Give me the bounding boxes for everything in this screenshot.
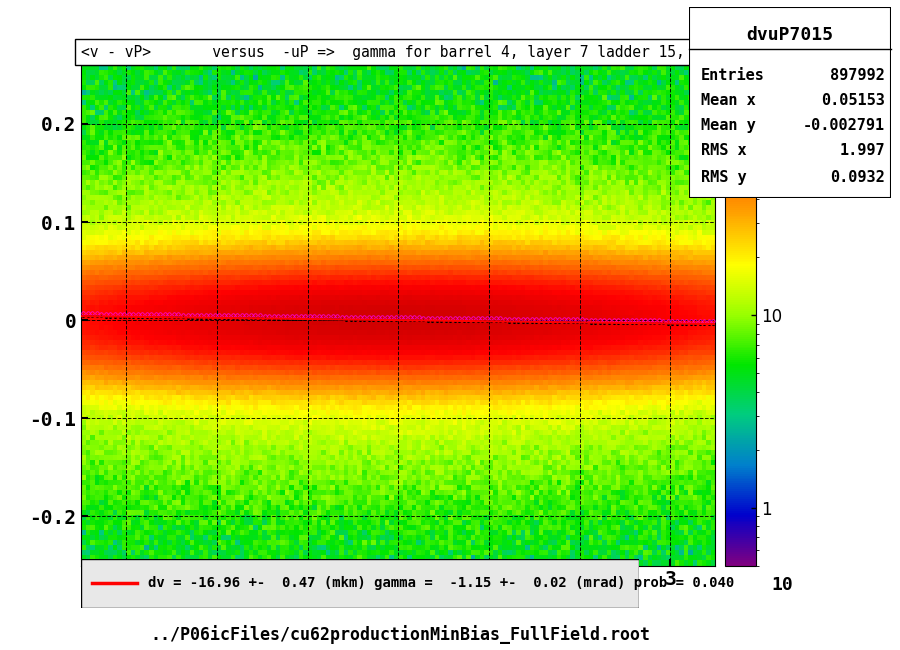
Text: <v - vP>       versus  -uP =>  gamma for barrel 4, layer 7 ladder 15, all wafers: <v - vP> versus -uP => gamma for barrel … (81, 45, 781, 60)
Text: Mean x: Mean x (700, 93, 755, 108)
Text: RMS x: RMS x (700, 143, 746, 158)
Text: dv = -16.96 +-  0.47 (mkm) gamma =  -1.15 +-  0.02 (mrad) prob = 0.040: dv = -16.96 +- 0.47 (mkm) gamma = -1.15 … (148, 577, 734, 590)
Text: -0.002791: -0.002791 (803, 118, 885, 133)
Text: 1.997: 1.997 (840, 143, 885, 158)
Text: RMS y: RMS y (700, 170, 746, 185)
Text: 10: 10 (772, 37, 794, 55)
Text: 0.0932: 0.0932 (830, 170, 885, 185)
Text: 897992: 897992 (830, 68, 885, 83)
Text: Mean y: Mean y (700, 118, 755, 133)
Text: 10: 10 (772, 575, 794, 593)
Text: Entries: Entries (700, 68, 764, 83)
Text: dvuP7015: dvuP7015 (746, 25, 833, 44)
Text: 0.05153: 0.05153 (821, 93, 885, 108)
Text: ../P06icFiles/cu62productionMinBias_FullField.root: ../P06icFiles/cu62productionMinBias_Full… (150, 625, 651, 644)
